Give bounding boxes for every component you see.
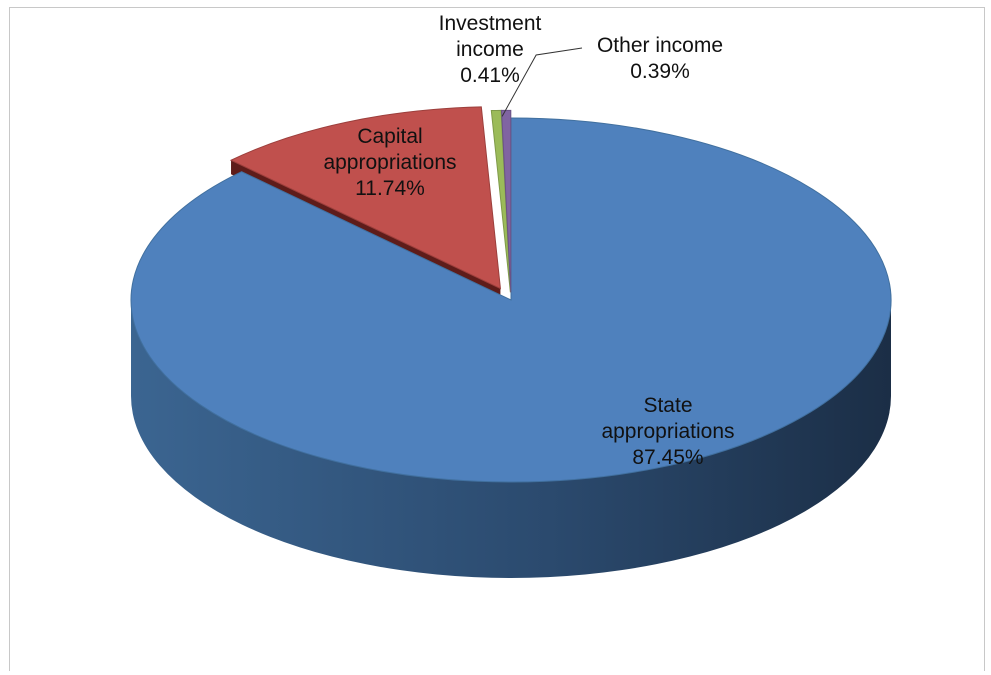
pie-slice-3 [500,109,512,293]
slice-label-2-line-0: Investment [439,12,542,35]
slice-label-2-line-1: income [456,38,524,61]
slice-label-3-line-1: 0.39% [630,60,690,83]
slice-label-0-line-2: 87.45% [632,446,703,469]
slice-label-1-line-2: 11.74% [355,177,425,200]
slice-label-0-line-1: appropriations [601,420,734,443]
leader-line-other-income [501,47,583,117]
pie-slice-1 [229,106,502,290]
slice-label-2-line-2: 0.41% [460,64,520,87]
slice-label-0-line-0: State [643,394,692,417]
slice-label-1-line-1: appropriations [323,151,456,174]
chart-frame [9,7,985,671]
pie-slice-side-0 [131,300,891,578]
slice-label-1-line-0: Capital [357,125,422,148]
pie-slice-0 [130,117,892,483]
slice-label-3-line-0: Other income [597,34,723,57]
